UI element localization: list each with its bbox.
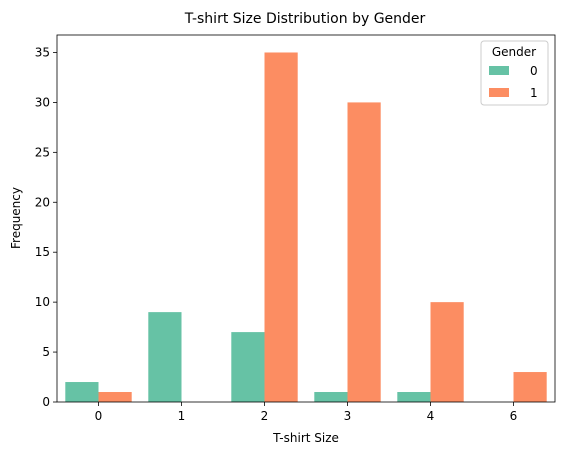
bar-series-1-size-3: [347, 102, 381, 402]
bar-series-1-size-2: [264, 52, 298, 402]
y-axis-label: Frequency: [9, 187, 23, 249]
x-tick-label: 2: [261, 409, 269, 423]
x-tick-label: 6: [510, 409, 518, 423]
x-tick-label: 1: [178, 409, 186, 423]
legend: Gender 0 1: [480, 40, 549, 106]
y-tick-label: 20: [35, 195, 50, 209]
legend-label-1: 1: [530, 86, 538, 100]
y-tick-label: 5: [42, 345, 50, 359]
x-axis-label: T-shirt Size: [272, 431, 339, 445]
bar-series-0-size-2: [231, 332, 265, 402]
bar-series-1-size-6: [513, 372, 547, 402]
bar-series-0-size-0: [65, 382, 99, 402]
bar-series-0-size-3: [314, 392, 348, 402]
x-tick-label: 4: [427, 409, 435, 423]
y-tick-label: 0: [42, 395, 50, 409]
x-tick-label: 3: [344, 409, 352, 423]
y-tick-label: 25: [35, 145, 50, 159]
bars-group: [65, 52, 547, 402]
bar-series-1-size-0: [98, 392, 132, 402]
y-tick-label: 10: [35, 295, 50, 309]
y-tick-label: 30: [35, 95, 50, 109]
y-tick-label: 35: [35, 45, 50, 59]
y-axis-ticks: 0 5 10 15 20 25 30 35: [35, 45, 57, 409]
bar-series-0-size-4: [397, 392, 431, 402]
bar-series-1-size-4: [430, 302, 464, 402]
plot-frame: [56, 34, 556, 403]
bar-series-0-size-1: [148, 312, 182, 402]
legend-swatch-1: [489, 88, 509, 97]
chart-title: T-shirt Size Distribution by Gender: [184, 11, 426, 27]
legend-label-0: 0: [530, 64, 538, 78]
x-tick-label: 0: [95, 409, 103, 423]
legend-swatch-0: [489, 66, 509, 75]
x-axis-ticks: 0 1 2 3 4 6: [95, 402, 518, 423]
y-tick-label: 15: [35, 245, 50, 259]
legend-title: Gender: [492, 45, 536, 59]
